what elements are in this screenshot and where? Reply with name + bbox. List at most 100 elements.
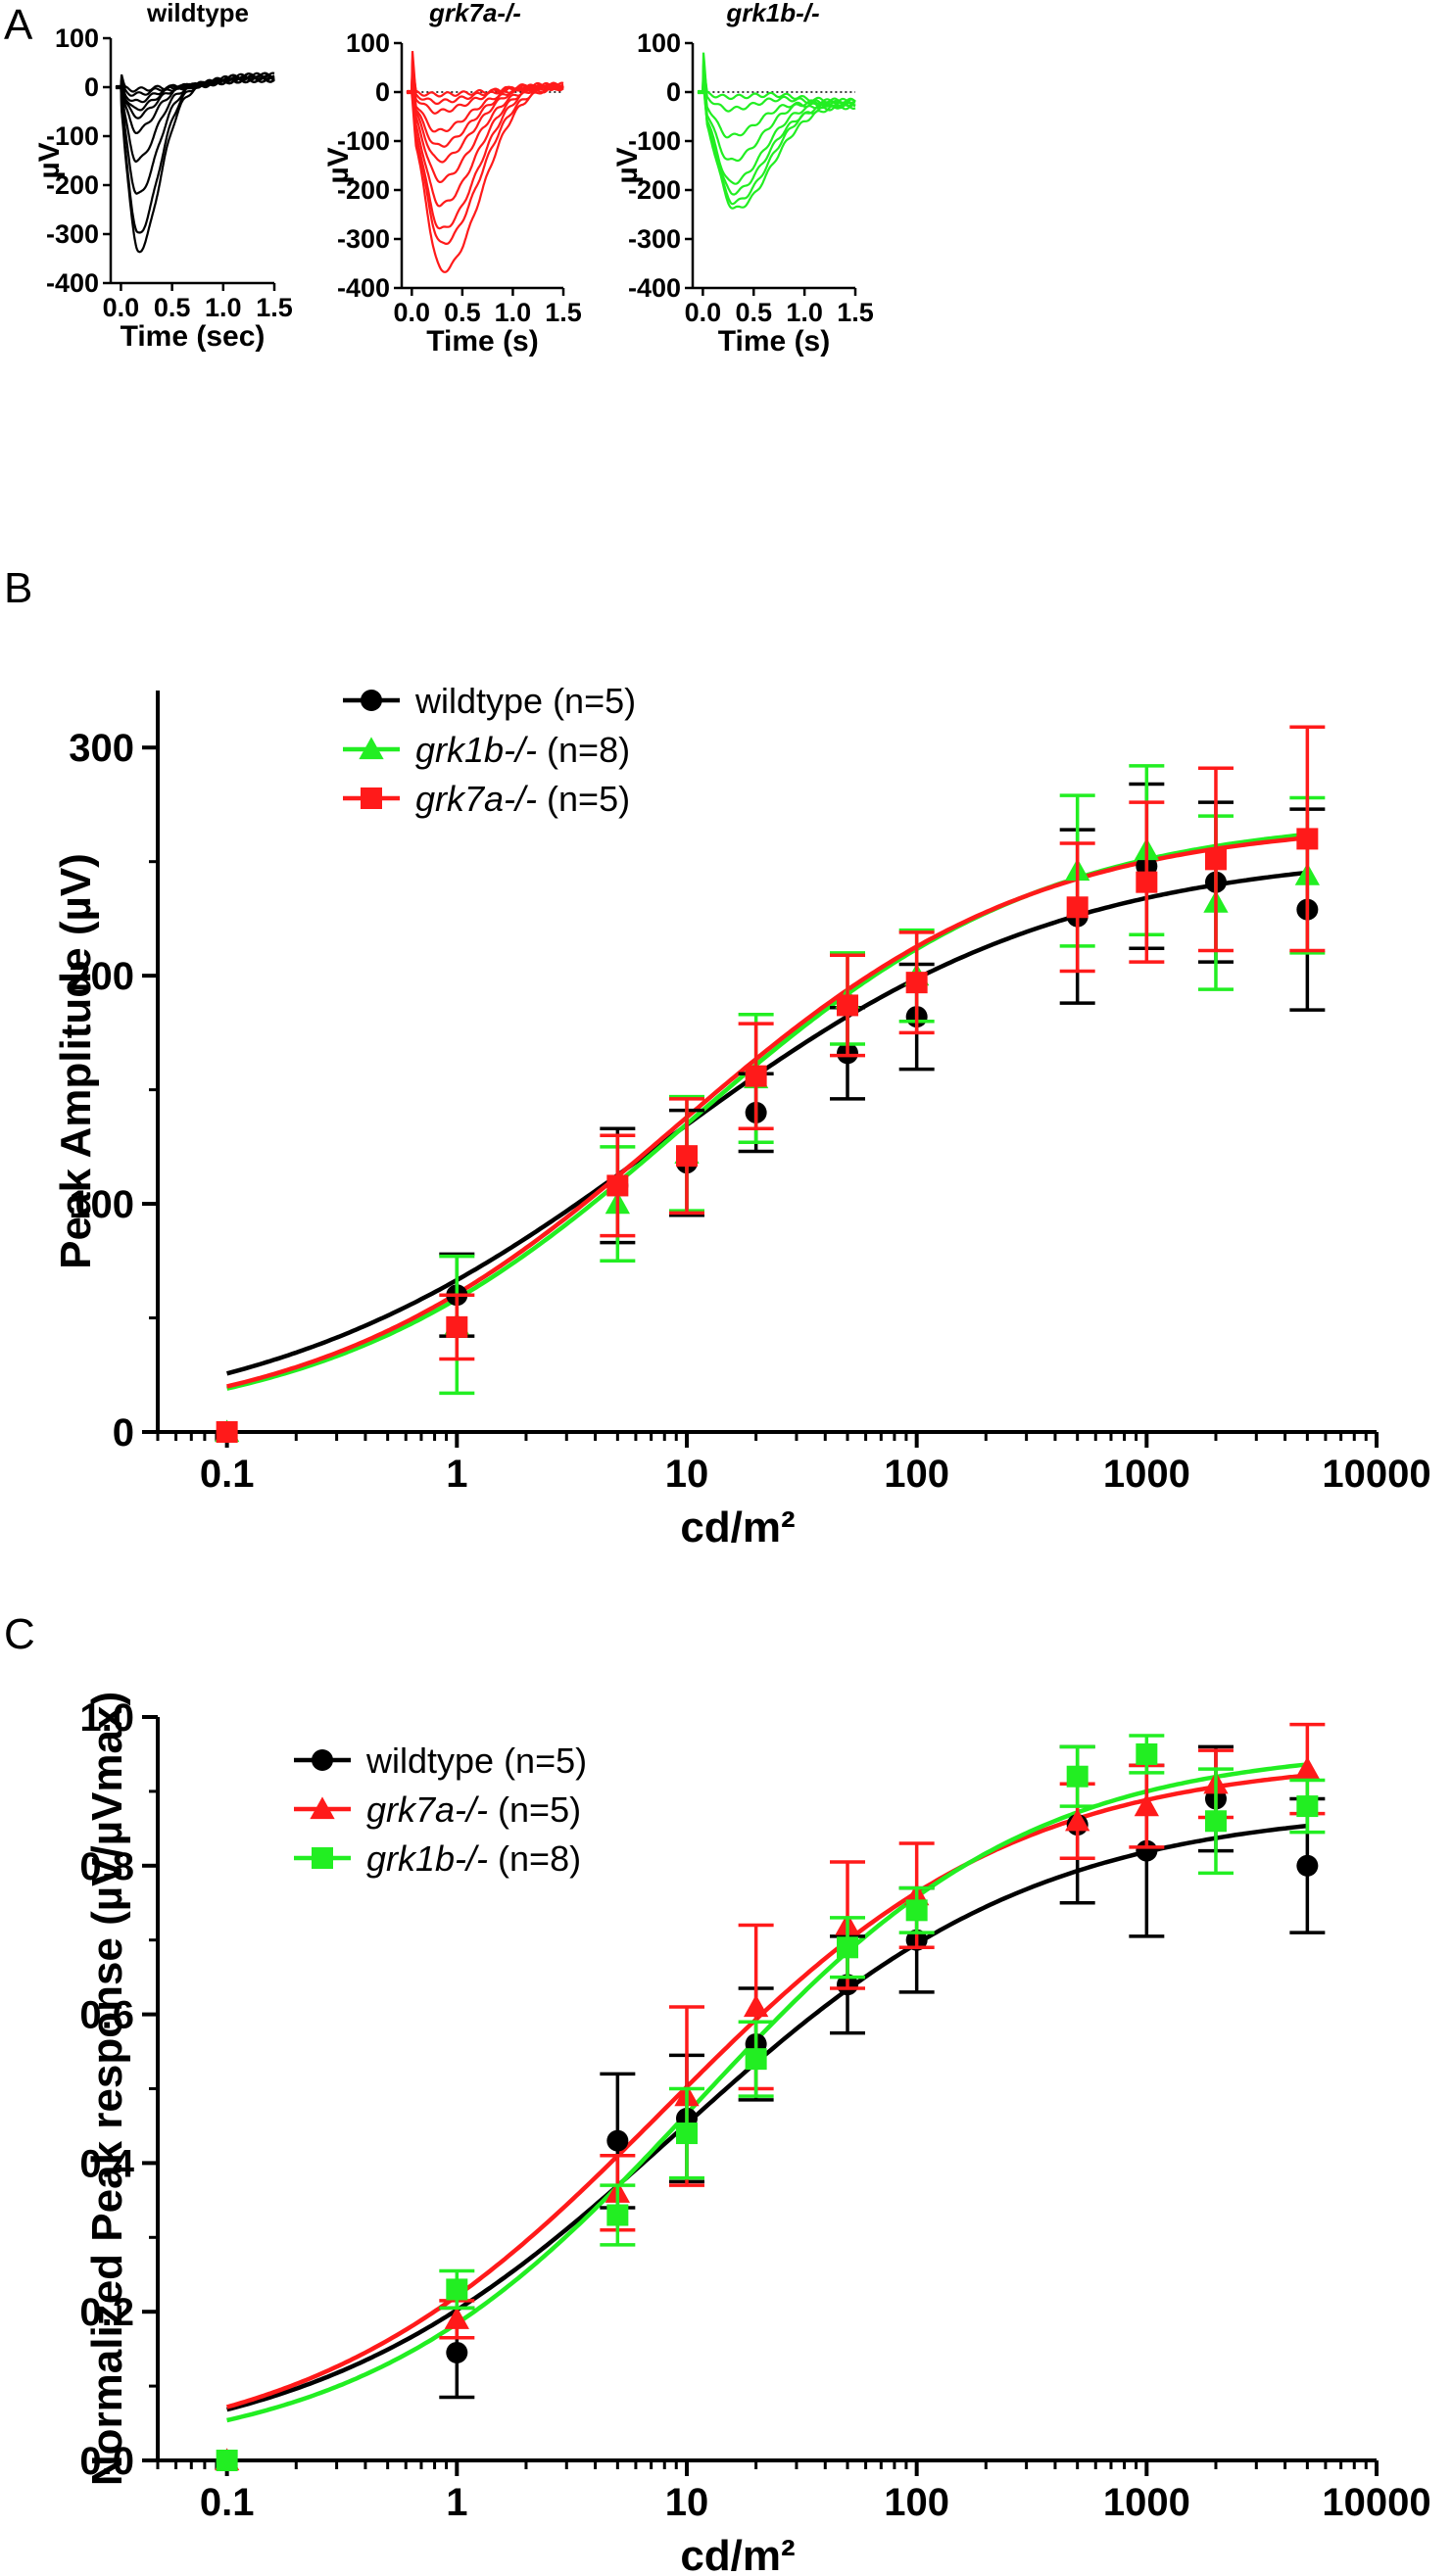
legend-marker-grk1b: [312, 1847, 333, 1869]
data-point-wildtype: [446, 2341, 468, 2363]
data-point-grk1b: [1296, 1795, 1319, 1818]
data-point-grk1b: [1066, 1765, 1089, 1788]
legend-series-name: grk7a-/-: [366, 1789, 488, 1830]
y-tick-label: 100: [55, 24, 99, 53]
fit-curve-grk7a: [226, 835, 1308, 1389]
legend-entry-grk7a: grk7a-/- (n=5): [366, 1789, 581, 1830]
y-axis-label: Normalized Peak response (µV/µVmax): [83, 1692, 131, 2486]
y-tick-label: -300: [628, 224, 681, 254]
x-tick-label: 1.0: [205, 293, 242, 322]
data-point-grk7a: [606, 1174, 629, 1197]
legend-sample-size: (n=8): [488, 1838, 581, 1879]
y-tick-label: -300: [46, 219, 99, 249]
x-tick-label: 1: [446, 1453, 467, 1496]
panel-letter-c: C: [4, 1610, 35, 1658]
erg-trace-8: [406, 72, 564, 208]
legend-sample-size: (n=5): [488, 1789, 581, 1830]
y-tick-label: -200: [46, 170, 99, 200]
data-point-grk7a: [444, 2307, 469, 2329]
y-tick-label: -100: [337, 126, 390, 156]
y-tick-label: -200: [628, 175, 681, 205]
erg-trace-2: [698, 52, 856, 113]
legend-series-name: wildtype: [365, 1741, 494, 1781]
erg-trace-3: [406, 66, 564, 115]
x-tick-label: 0.1: [200, 1453, 255, 1496]
legend-sample-size: (n=5): [543, 681, 636, 721]
data-point-wildtype: [606, 2129, 629, 2152]
legend-sample-size: (n=8): [537, 730, 630, 770]
y-tick-label: -400: [628, 273, 681, 303]
x-tick-label: 1: [446, 2481, 467, 2524]
erg-trace-10: [115, 76, 275, 254]
data-point-grk7a: [745, 1065, 767, 1087]
data-point-grk7a: [837, 994, 859, 1017]
y-tick-label: -300: [337, 224, 390, 254]
x-axis-label: Time (s): [718, 325, 830, 358]
x-tick-label: 1.5: [837, 298, 874, 327]
data-point-grk1b: [1136, 1742, 1158, 1765]
data-point-grk7a: [446, 1315, 468, 1338]
panel-b-peak-amplitude-chart: 0 100 200 300 0.1 1 10 100 1000 10000 cd/m² Peak Am…: [52, 681, 1431, 1551]
y-tick-label: -100: [46, 121, 99, 151]
y-tick-label: -400: [337, 273, 390, 303]
y-tick-label: 100: [346, 28, 390, 58]
chart-title: wildtype: [146, 0, 249, 27]
data-point-grk7a: [1294, 1756, 1321, 1780]
x-tick-label: 0.5: [154, 293, 191, 322]
y-tick-label: 0: [375, 77, 390, 107]
erg-trace-9: [406, 82, 564, 230]
chart-title: grk1b-/-: [725, 0, 819, 27]
legend-sample-size: (n=5): [537, 779, 630, 819]
y-tick-label: 300: [69, 727, 134, 770]
panel-letter-a: A: [4, 1, 33, 49]
erg-trace-6: [115, 72, 275, 134]
data-point-grk7a: [1296, 828, 1319, 850]
x-axis-label: cd/m²: [680, 2532, 795, 2576]
legend-entry-grk1b: grk1b-/- (n=8): [366, 1838, 581, 1879]
x-tick-label: 0.5: [735, 298, 772, 327]
data-point-wildtype: [1296, 1854, 1319, 1877]
fit-curve-grk1b: [226, 1762, 1308, 2423]
legend-marker-wildtype: [361, 690, 382, 711]
x-tick-label: 100: [884, 1453, 949, 1496]
erg-trace-1: [697, 63, 856, 104]
legend-marker-grk1b: [359, 737, 384, 760]
legend-entry-grk1b: grk1b-/- (n=8): [415, 730, 630, 770]
x-tick-label: 1.5: [545, 298, 582, 327]
y-tick-label: 200: [69, 955, 134, 998]
data-point-grk1b: [675, 2123, 698, 2145]
x-tick-label: 10: [665, 1453, 709, 1496]
x-tick-label: 1.5: [256, 293, 293, 322]
legend-entry-grk7a: grk7a-/- (n=5): [415, 779, 630, 819]
erg-trace-10: [406, 81, 564, 245]
y-tick-label: 100: [637, 28, 681, 58]
y-tick-label: -100: [628, 126, 681, 156]
fit-curve-grk7a: [225, 1773, 1308, 2409]
legend-marker-wildtype: [312, 1749, 333, 1771]
erg-trace-4: [697, 65, 856, 163]
data-point-grk1b: [216, 2450, 238, 2471]
data-point-grk7a: [1136, 871, 1158, 893]
erg-trace-9: [115, 72, 275, 234]
y-tick-label: 0.6: [79, 1994, 134, 2037]
data-point-grk1b: [446, 2278, 468, 2301]
panel-letter-b: B: [4, 564, 32, 612]
erg-trace-7: [697, 85, 856, 206]
y-axis-label: µV: [611, 147, 644, 183]
legend-series-name: wildtype: [414, 681, 543, 721]
x-axis-label: Time (s): [426, 325, 538, 358]
fit-curve-wildtype: [226, 1823, 1308, 2412]
data-point-grk7a: [675, 1145, 698, 1168]
x-tick-label: 0.1: [200, 2481, 255, 2524]
data-point-grk1b: [606, 2204, 629, 2226]
x-tick-label: 100: [884, 2481, 949, 2524]
x-tick-label: 10000: [1322, 1453, 1430, 1496]
data-point-grk1b: [1204, 1810, 1227, 1833]
data-point-grk1b: [837, 1936, 859, 1959]
y-tick-label: 0: [84, 72, 99, 102]
panel-c-normalized-response-chart: 0.0 0.2 0.4 0.6 0.8 1.0 0.1 1 10 100 1000 10000 cd/m…: [79, 1692, 1430, 2576]
